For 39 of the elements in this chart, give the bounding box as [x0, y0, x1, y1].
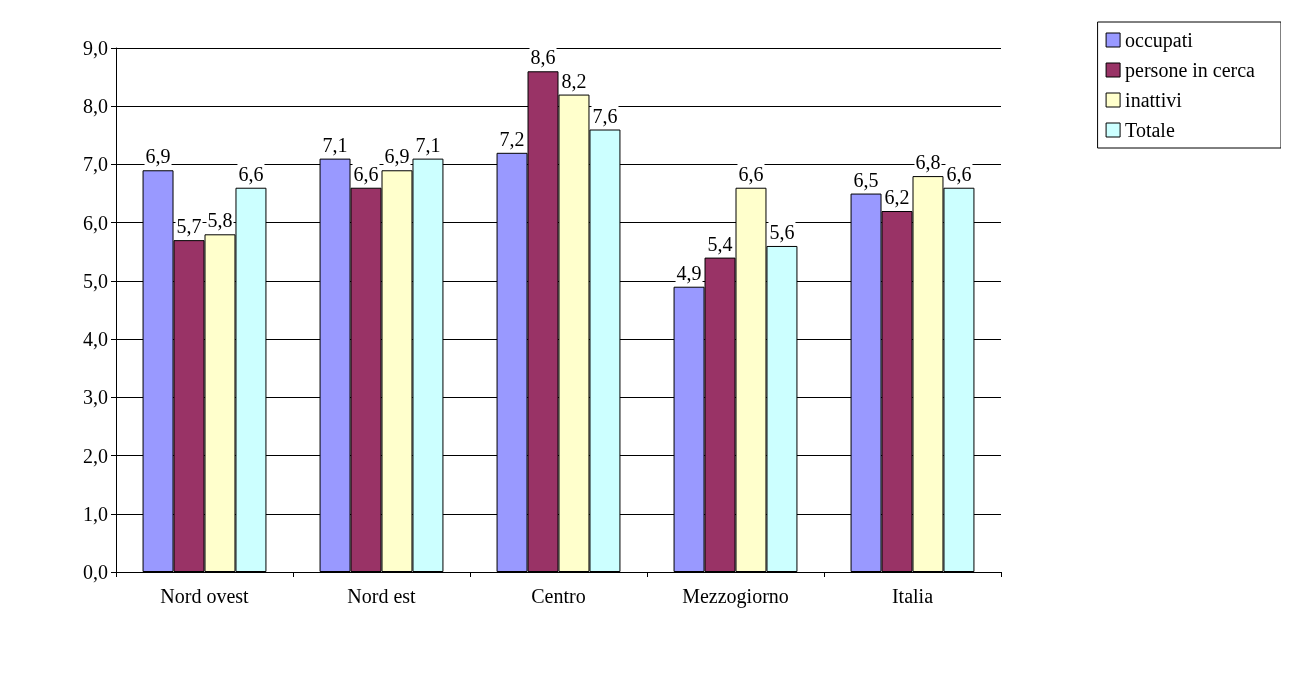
y-tick-label: 4,0: [83, 328, 108, 351]
data-label: 6,6: [238, 162, 264, 185]
data-label: 7,1: [322, 133, 348, 156]
legend-label: persone in cerca: [1125, 59, 1256, 82]
data-label: 5,8: [207, 209, 233, 232]
x-tick-label: Mezzogiorno: [682, 585, 789, 608]
data-label: 5,4: [707, 232, 733, 255]
y-tick-label: 1,0: [83, 502, 108, 525]
legend-label: occupati: [1125, 29, 1194, 52]
y-tick-label: 8,0: [83, 95, 108, 118]
data-label: 5,6: [769, 220, 795, 243]
data-label: 5,7: [176, 215, 202, 238]
x-tick-label: Nord ovest: [160, 585, 250, 607]
data-label: 6,2: [884, 186, 910, 209]
y-tick-label: 0,0: [83, 561, 108, 583]
data-label: 6,6: [946, 162, 972, 185]
y-tick-label: 5,0: [83, 269, 108, 292]
data-label: 6,9: [145, 145, 171, 168]
data-label: 6,8: [915, 151, 941, 174]
data-label: 6,6: [738, 162, 764, 185]
data-label: 7,1: [415, 133, 441, 156]
y-tick-label: 9,0: [83, 37, 108, 59]
data-label: 8,6: [530, 46, 556, 69]
data-label: 4,9: [676, 261, 702, 284]
y-tick-label: 2,0: [83, 444, 108, 467]
y-tick-label: 6,0: [83, 211, 108, 234]
x-tick-label: Nord est: [347, 585, 417, 607]
legend-label: inattivi: [1125, 89, 1183, 111]
x-tick-label: Centro: [531, 585, 586, 607]
y-tick-label: 7,0: [83, 153, 108, 176]
data-label: 7,2: [499, 127, 525, 150]
y-tick-label: 3,0: [83, 386, 108, 409]
legend-label: Totale: [1125, 119, 1175, 141]
data-label: 6,5: [853, 168, 879, 191]
data-label: 7,6: [592, 104, 618, 127]
data-label: 6,6: [353, 162, 379, 185]
data-label: 8,2: [561, 69, 587, 92]
data-label: 6,9: [384, 145, 410, 168]
x-tick-label: Italia: [891, 585, 934, 607]
